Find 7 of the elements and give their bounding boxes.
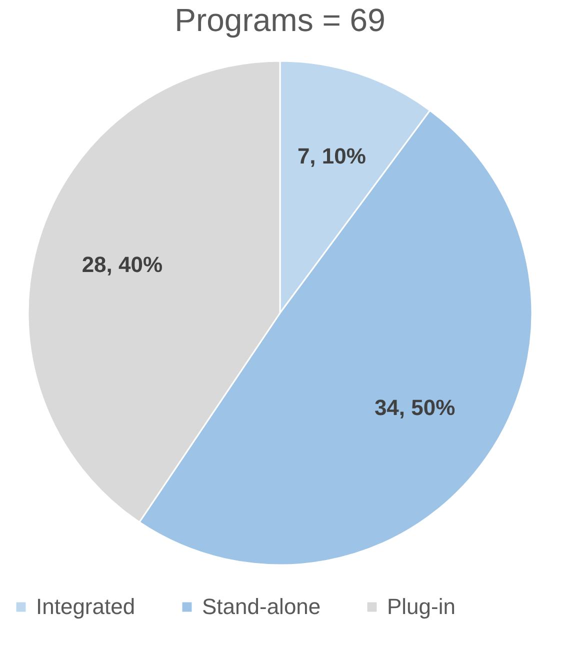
legend-label: Plug-in <box>387 594 456 619</box>
data-label: 28, 40% <box>82 252 163 277</box>
legend-label: Stand-alone <box>202 594 321 619</box>
chart-title: Programs = 69 <box>174 2 386 38</box>
data-label: 34, 50% <box>374 395 456 420</box>
data-label: 7, 10% <box>297 143 366 168</box>
legend-label: Integrated <box>36 594 136 619</box>
